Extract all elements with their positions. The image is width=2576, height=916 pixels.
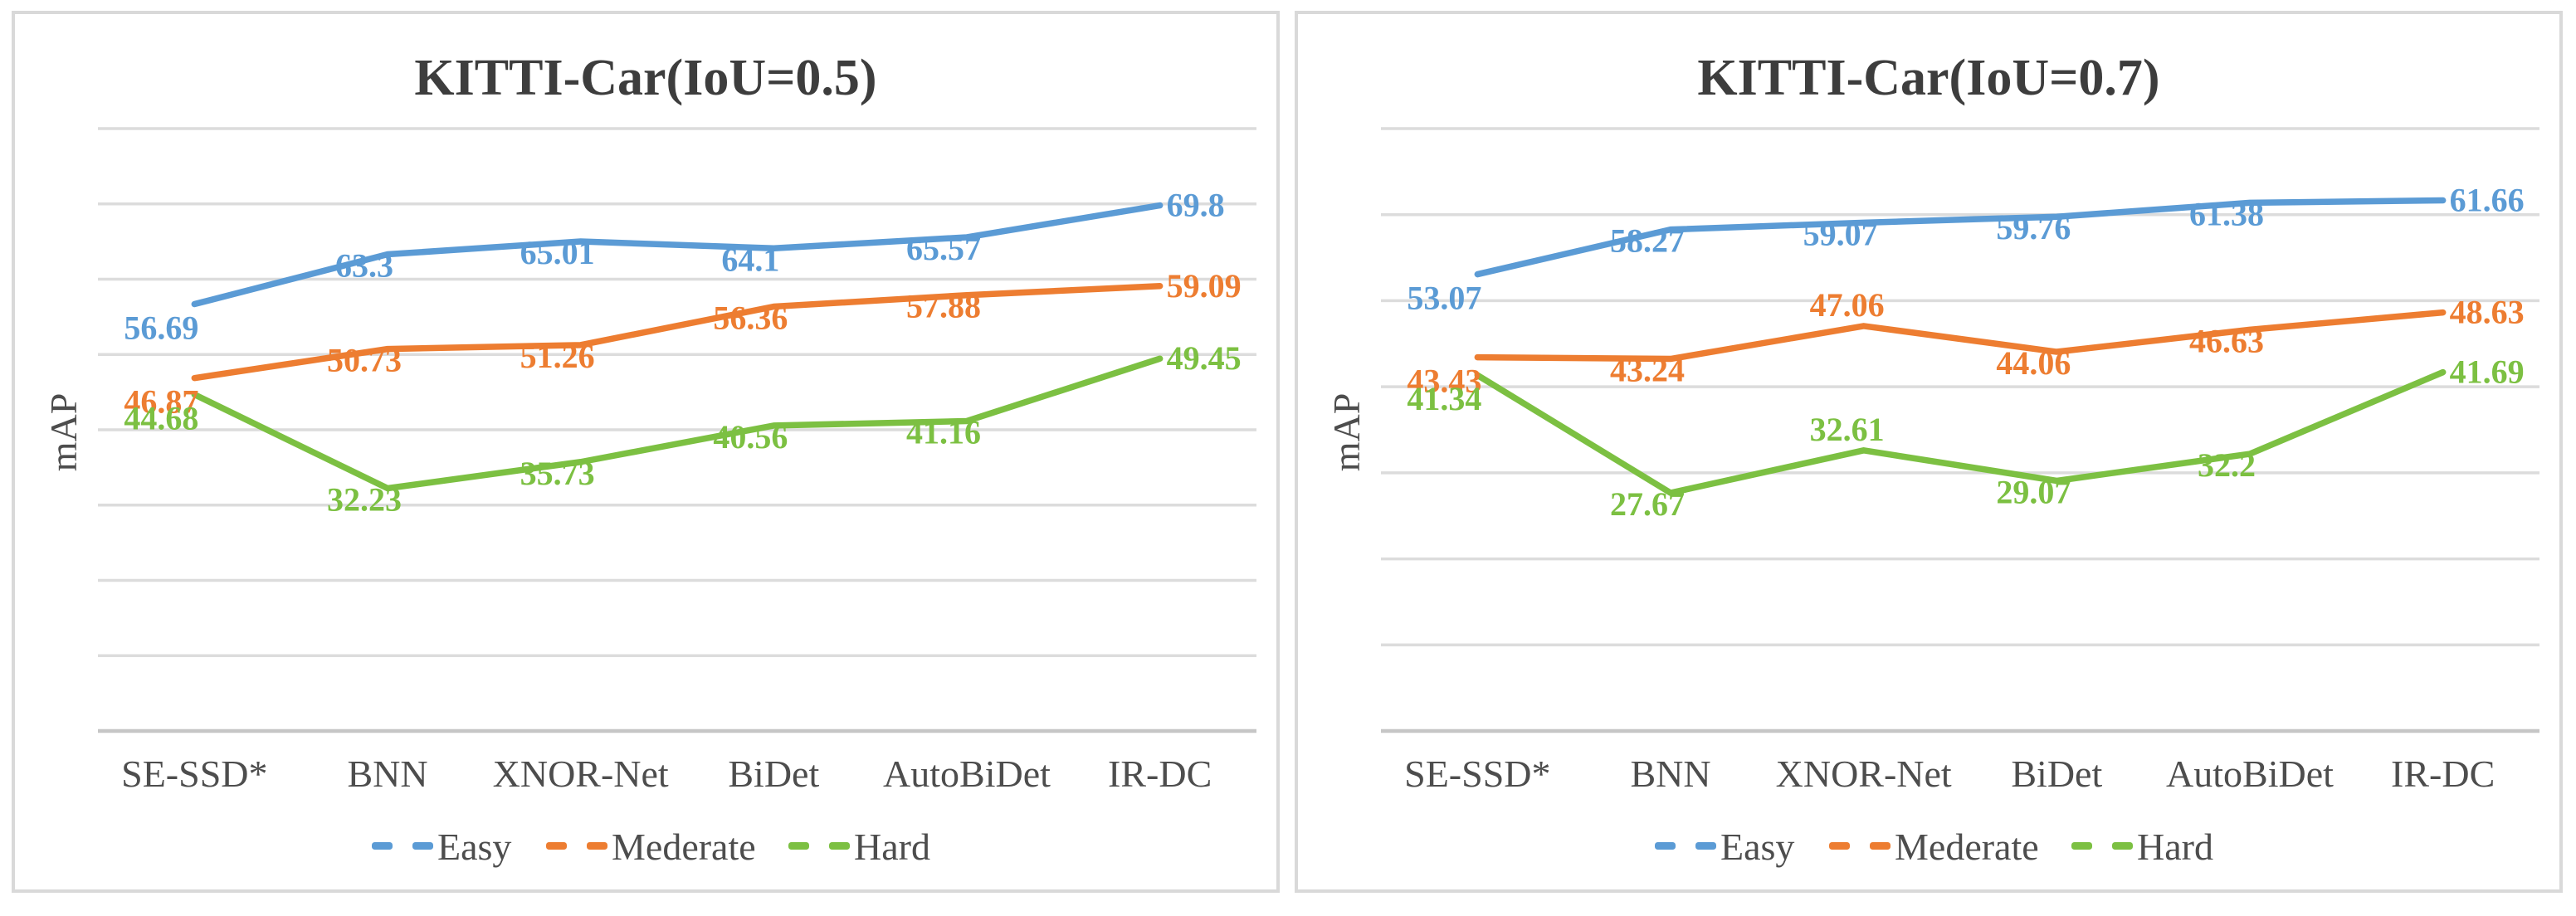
legend-dash-icon	[788, 842, 809, 850]
legend-item-easy: Easy	[1655, 826, 1794, 868]
data-label-mederate-ir-dc: 48.63	[2450, 294, 2525, 331]
chart-title: KITTI-Car(IoU=0.5)	[414, 50, 877, 106]
category-label-xnor-net: XNOR-Net	[1776, 753, 1952, 795]
line-plot-iou05: 56.69 63.3 65.01 64.1 65.57 69.8 46.87 50.73 51.…	[98, 127, 1256, 868]
series-line-hard	[1474, 368, 2447, 496]
data-label-hard-se-ssd*: 44.68	[124, 400, 198, 437]
data-label-hard-autobidet: 32.2	[2198, 446, 2256, 484]
legend-label: Mederate	[1895, 826, 2039, 868]
legend-item-easy: Easy	[372, 826, 511, 868]
series-line-mederate	[1474, 309, 2447, 363]
chart-title: KITTI-Car(IoU=0.7)	[1697, 50, 2160, 106]
category-label-bnn: BNN	[1630, 753, 1710, 795]
legend-dash-icon	[412, 842, 433, 850]
line-plot-iou07: 53.07 58.27 59.07 59.76 61.38 61.66 43.43 43.24…	[1381, 127, 2539, 868]
legend-dash-icon	[372, 842, 393, 850]
legend-dash-icon	[1870, 842, 1891, 850]
category-label-xnor-net: XNOR-Net	[493, 753, 669, 795]
data-label-easy-autobidet: 61.38	[2189, 195, 2264, 232]
data-label-hard-se-ssd*: 41.34	[1407, 380, 1481, 417]
data-label-hard-bidet: 29.07	[1996, 474, 2071, 511]
legend-item-hard: Hard	[788, 826, 930, 868]
data-label-hard-xnor-net: 35.73	[520, 455, 595, 492]
data-label-easy-autobidet: 65.57	[906, 230, 981, 267]
legend-label: Hard	[854, 826, 930, 868]
data-label-mederate-ir-dc: 59.09	[1167, 267, 1242, 305]
category-label-ir-dc: IR-DC	[2391, 753, 2495, 795]
data-label-hard-xnor-net: 32.61	[1810, 411, 1885, 448]
data-label-hard-ir-dc: 41.69	[2450, 353, 2525, 391]
legend-dash-icon	[2071, 842, 2092, 850]
data-label-easy-bidet: 59.76	[1996, 209, 2071, 246]
data-label-easy-bidet: 64.1	[721, 241, 779, 278]
data-label-mederate-se-ssd*: 43.43	[1407, 363, 1481, 400]
data-label-easy-ir-dc: 69.8	[1167, 187, 1225, 224]
data-label-mederate-se-ssd*: 46.87	[124, 383, 198, 421]
chart-panel-iou05: KITTI-Car(IoU=0.5) mAP 56.69 63.3 65.01 64.…	[12, 11, 1280, 893]
data-label-mederate-bnn: 43.24	[1610, 352, 1685, 389]
series-line-mederate	[191, 283, 1164, 382]
data-label-hard-bnn: 27.67	[1610, 485, 1685, 523]
legend-dash-icon	[587, 842, 607, 850]
legend-label: Hard	[2137, 826, 2213, 868]
data-label-mederate-autobidet: 46.63	[2189, 322, 2264, 359]
data-label-easy-ir-dc: 61.66	[2450, 181, 2525, 218]
legend-dash-icon	[1829, 842, 1850, 850]
legend-dash-icon	[2112, 842, 2133, 850]
legend-dash-icon	[1695, 842, 1716, 850]
legend-dash-icon	[829, 842, 850, 850]
category-label-autobidet: AutoBiDet	[2166, 753, 2334, 795]
category-label-se-ssd*: SE-SSD*	[121, 753, 267, 795]
series-line-easy	[191, 202, 1164, 308]
data-label-mederate-bnn: 50.73	[327, 342, 402, 379]
data-label-hard-bidet: 40.56	[713, 418, 788, 456]
category-label-bnn: BNN	[347, 753, 427, 795]
legend-label: Easy	[1720, 826, 1794, 868]
legend-label: Mederate	[612, 826, 756, 868]
data-label-mederate-xnor-net: 47.06	[1810, 286, 1885, 324]
data-label-mederate-bidet: 56.36	[713, 300, 788, 337]
category-label-autobidet: AutoBiDet	[883, 753, 1051, 795]
category-label-bidet: BiDet	[728, 753, 819, 795]
legend-item-mederate: Mederate	[546, 826, 756, 868]
data-label-easy-se-ssd*: 56.69	[124, 309, 198, 347]
legend-item-mederate: Mederate	[1829, 826, 2039, 868]
data-label-mederate-xnor-net: 51.26	[520, 338, 595, 375]
data-label-easy-bnn: 63.3	[335, 247, 393, 285]
legend-dash-icon	[546, 842, 567, 850]
chart-panel-iou07: KITTI-Car(IoU=0.7) mAP 53.07 58.27 59.07 59…	[1295, 11, 2563, 893]
data-label-easy-se-ssd*: 53.07	[1407, 280, 1481, 317]
data-label-easy-bnn: 58.27	[1610, 222, 1685, 260]
data-label-hard-bnn: 32.23	[327, 481, 402, 519]
legend-item-hard: Hard	[2071, 826, 2213, 868]
data-label-easy-xnor-net: 59.07	[1803, 215, 1878, 252]
data-label-mederate-autobidet: 57.88	[906, 288, 981, 325]
category-label-bidet: BiDet	[2011, 753, 2102, 795]
data-label-hard-autobidet: 41.16	[906, 413, 981, 451]
legend-label: Easy	[437, 826, 511, 868]
series-line-easy	[1474, 197, 2447, 278]
data-label-easy-xnor-net: 65.01	[520, 234, 595, 271]
legend-dash-icon	[1655, 842, 1676, 850]
category-label-se-ssd*: SE-SSD*	[1404, 753, 1550, 795]
category-label-ir-dc: IR-DC	[1108, 753, 1212, 795]
series-line-hard	[191, 355, 1164, 492]
data-label-mederate-bidet: 44.06	[1996, 344, 2071, 382]
data-label-hard-ir-dc: 49.45	[1167, 339, 1242, 377]
